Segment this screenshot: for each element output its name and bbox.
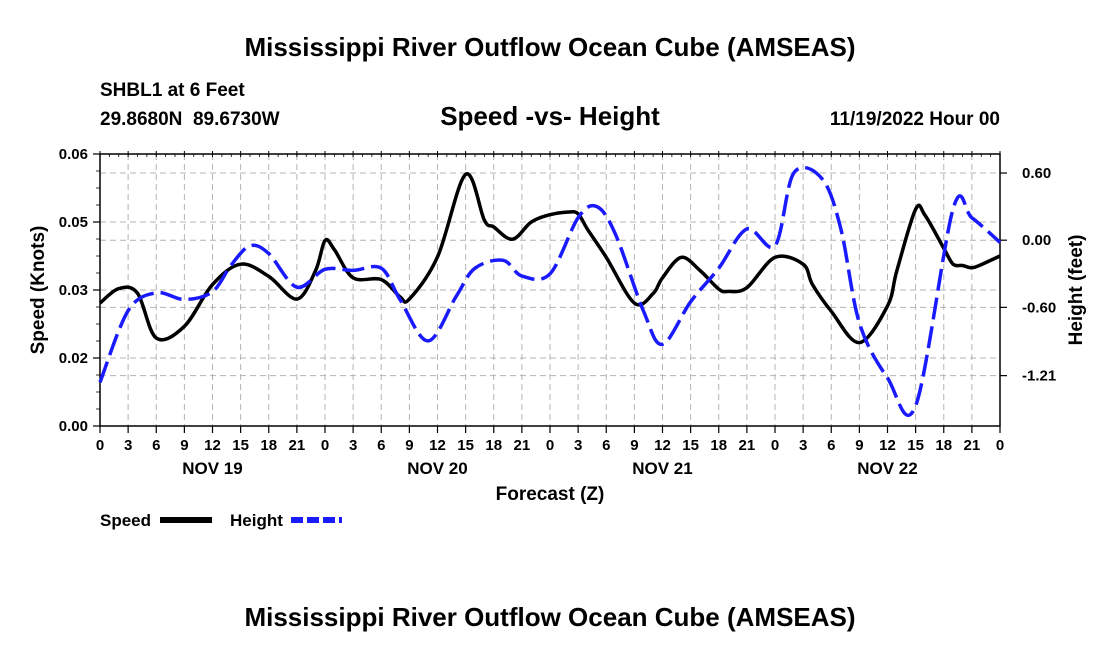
y-tick-label: 0.05 xyxy=(59,214,88,231)
x-tick-label: 3 xyxy=(574,437,582,454)
y-tick-labels: 0.00 0.02 0.03 0.05 0.06 xyxy=(59,146,88,435)
x-tick-label: 0 xyxy=(546,437,554,454)
y-tick-label: 0.06 xyxy=(59,146,88,163)
x-tick-label: 15 xyxy=(457,437,474,454)
x-tick-label: 21 xyxy=(964,437,981,454)
y2-tick-label: -1.21 xyxy=(1022,368,1056,385)
footer-title: Mississippi River Outflow Ocean Cube (AM… xyxy=(244,602,855,632)
x-tick-label: 15 xyxy=(682,437,699,454)
x-tick-label: 12 xyxy=(879,437,896,454)
chart-subtitle: Speed -vs- Height xyxy=(440,101,660,131)
x-tick-label: 6 xyxy=(377,437,385,454)
x-tick-label: 15 xyxy=(907,437,924,454)
legend-height-label: Height xyxy=(230,511,283,530)
x-tick-label: 15 xyxy=(232,437,249,454)
series-lines xyxy=(98,165,1002,417)
x-tick-label: 21 xyxy=(514,437,531,454)
main-title: Mississippi River Outflow Ocean Cube (AM… xyxy=(244,32,855,62)
forecast-datetime: 11/19/2022 Hour 00 xyxy=(830,109,1000,130)
x-tick-label: 0 xyxy=(96,437,104,454)
x-tick-label: 0 xyxy=(771,437,779,454)
x-tick-label: 3 xyxy=(799,437,807,454)
speed-series-line xyxy=(98,172,1001,345)
y-tick-label: 0.03 xyxy=(59,282,88,299)
x-tick-label: 21 xyxy=(289,437,306,454)
grid-lines xyxy=(100,154,1000,426)
x-tick-label: 12 xyxy=(429,437,446,454)
x-tick-label: 18 xyxy=(710,437,727,454)
x-tick-label: 12 xyxy=(654,437,671,454)
x-tick-label: 6 xyxy=(152,437,160,454)
x-tick-label: 12 xyxy=(204,437,221,454)
y2-axis-title: Height (feet) xyxy=(1066,235,1087,346)
y2-tick-label: 0.00 xyxy=(1022,232,1051,249)
day-label: NOV 20 xyxy=(407,459,467,478)
x-tick-label: 9 xyxy=(180,437,188,454)
x-tick-label: 21 xyxy=(739,437,756,454)
x-tick-label: 6 xyxy=(827,437,835,454)
x-tick-label: 3 xyxy=(349,437,357,454)
x-tick-label: 18 xyxy=(260,437,277,454)
x-tick-label: 18 xyxy=(485,437,502,454)
x-tick-label: 9 xyxy=(630,437,638,454)
x-tick-label: 0 xyxy=(996,437,1004,454)
x-tick-label: 18 xyxy=(935,437,952,454)
y-tick-label: 0.00 xyxy=(59,418,88,435)
x-tick-label: 0 xyxy=(321,437,329,454)
legend-speed-label: Speed xyxy=(100,511,151,530)
y2-tick-label: 0.60 xyxy=(1022,165,1051,182)
x-tick-label: 3 xyxy=(124,437,132,454)
axis-ticks xyxy=(93,151,1007,433)
x-tick-label: 9 xyxy=(405,437,413,454)
day-label: NOV 19 xyxy=(182,459,242,478)
day-label: NOV 21 xyxy=(632,459,692,478)
x-tick-label: 6 xyxy=(602,437,610,454)
y2-tick-label: -0.60 xyxy=(1022,299,1056,316)
y-tick-label: 0.02 xyxy=(59,350,88,367)
day-label: NOV 22 xyxy=(857,459,917,478)
station-name: SHBL1 at 6 Feet xyxy=(100,80,245,101)
y-axis-title: Speed (Knots) xyxy=(28,226,49,355)
x-tick-label: 9 xyxy=(855,437,863,454)
x-axis-title: Forecast (Z) xyxy=(496,484,605,505)
day-labels: NOV 19 NOV 20 NOV 21 NOV 22 xyxy=(182,459,917,478)
y2-tick-labels: 0.60 0.00 -0.60 -1.21 xyxy=(1022,165,1056,385)
x-tick-labels: 0 3 6 9 12 15 18 21 0 3 6 9 12 15 18 21 0 3 6 9 12 15 18 21 0 3 6 9… xyxy=(96,437,1004,454)
station-coords: 29.8680N 89.6730W xyxy=(100,109,280,130)
height-series-line xyxy=(98,165,1002,417)
